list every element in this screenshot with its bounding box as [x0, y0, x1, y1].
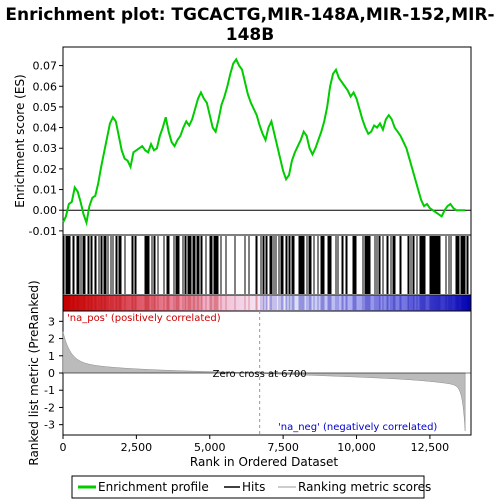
x-tick-label: 0 — [60, 441, 67, 454]
metric-y-tick-label: 2 — [48, 333, 55, 346]
chart-title-line2: 148B — [226, 25, 274, 45]
legend-hits-label: Hits — [242, 480, 265, 494]
metric-y-tick-label: 1 — [48, 350, 55, 363]
na-neg-label: 'na_neg' (negatively correlated) — [278, 422, 437, 433]
x-axis-group: 0 2,500 5,000 7,500 10,000 12,500 — [60, 435, 450, 454]
zero-cross-label: Zero cross at 6700 — [213, 369, 307, 380]
legend-enrichment-label: Enrichment profile — [98, 480, 209, 494]
enrichment-profile-line — [62, 57, 466, 227]
es-y-tick-label: 0.01 — [33, 184, 58, 197]
metric-y-tick-label: -2 — [44, 401, 55, 414]
metric-y-axis-label: Ranked list metric (PreRanked) — [27, 280, 41, 465]
es-y-tick-label: 0.05 — [33, 101, 58, 114]
colorbar-hits-overlay — [63, 296, 469, 310]
es-panel-frame — [62, 46, 472, 236]
x-tick-label: 2,500 — [121, 441, 153, 454]
x-tick-label: 5,000 — [194, 441, 226, 454]
legend-box — [71, 475, 425, 499]
es-y-tick-label: -0.01 — [29, 225, 57, 238]
es-y-tick-label: 0.04 — [33, 122, 58, 135]
es-axis-group: -0.01 0.00 0.01 0.02 0.03 0.04 0.05 0.06 0.07 — [29, 60, 63, 238]
es-y-tick-label: 0.03 — [33, 142, 58, 155]
metric-y-tick-label: -3 — [44, 419, 55, 432]
x-tick-label: 7,500 — [267, 441, 299, 454]
chart-title-line1: Enrichment plot: TGCACTG,MIR-148A,MIR-15… — [5, 5, 494, 25]
es-y-tick-label: 0.06 — [33, 80, 58, 93]
x-tick-label: 10,000 — [337, 441, 376, 454]
ranking-metric-area — [62, 331, 466, 432]
metric-y-tick-label: -1 — [44, 384, 55, 397]
metric-y-tick-label: 0 — [48, 367, 55, 380]
es-y-tick-label: 0.07 — [33, 60, 58, 73]
hits-group — [63, 236, 469, 294]
x-axis-label: Rank in Ordered Dataset — [190, 455, 338, 469]
legend-metric-label: Ranking metric scores — [298, 480, 431, 494]
na-pos-label: 'na_pos' (positively correlated) — [67, 313, 221, 324]
metric-axis-group: -3 -2 -1 0 1 2 3 — [44, 315, 63, 432]
es-y-tick-label: 0.00 — [33, 204, 58, 217]
es-y-tick-label: 0.02 — [33, 163, 58, 176]
metric-y-tick-label: 3 — [48, 315, 55, 328]
es-y-axis-label: Enrichment score (ES) — [13, 74, 27, 207]
x-tick-label: 12,500 — [411, 441, 450, 454]
